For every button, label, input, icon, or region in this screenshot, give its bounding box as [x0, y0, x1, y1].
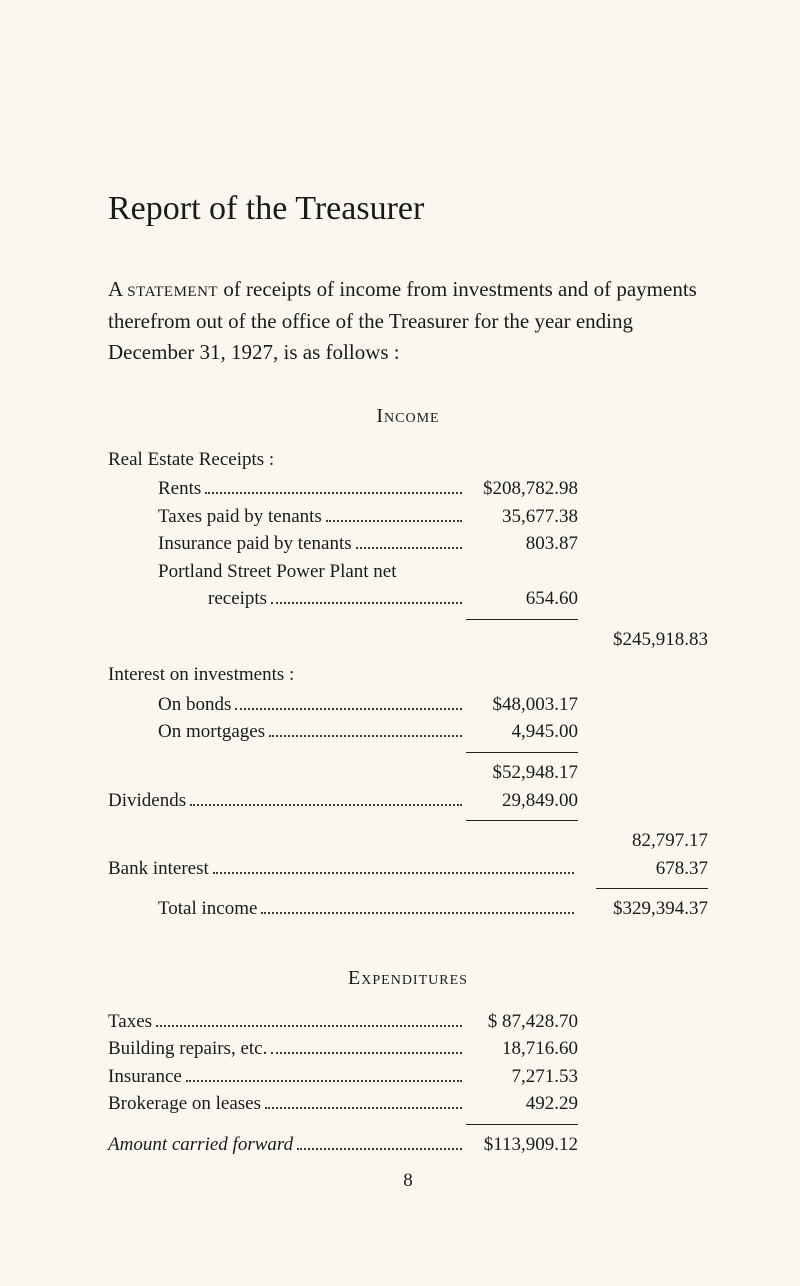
- rule-dividends-col1: [108, 814, 708, 827]
- leader-dots: [271, 588, 462, 604]
- intro-smallcaps: statement: [127, 277, 218, 301]
- line-dividends: Dividends 29,849.00: [108, 787, 708, 815]
- leader-dots: [261, 898, 574, 914]
- label-portland-receipts: receipts: [208, 585, 267, 613]
- label-carried-forward: Amount carried forward: [108, 1131, 293, 1159]
- value-bonds: $48,003.17: [466, 691, 578, 719]
- value-dividends: 29,849.00: [466, 787, 578, 815]
- value-insurance-tenants: 803.87: [466, 530, 578, 558]
- line-exp-insurance: Insurance 7,271.53: [108, 1063, 708, 1091]
- label-bonds: On bonds: [158, 691, 231, 719]
- value-total-income: $329,394.37: [578, 895, 708, 923]
- value-bank-interest: 678.37: [578, 855, 708, 883]
- subtotal-interest-div: 82,797.17: [108, 827, 708, 855]
- label-insurance-tenants: Insurance paid by tenants: [158, 530, 352, 558]
- value-exp-brokerage: 492.29: [466, 1090, 578, 1118]
- label-exp-repairs: Building repairs, etc.: [108, 1035, 267, 1063]
- income-statement: Real Estate Receipts : Rents $208,782.98…: [108, 446, 708, 923]
- rule-interest-col1: [108, 746, 708, 759]
- line-carried-forward: Amount carried forward $113,909.12: [108, 1131, 708, 1159]
- line-mortgages: On mortgages 4,945.00: [108, 718, 708, 746]
- leader-dots: [297, 1134, 462, 1150]
- label-rents: Rents: [158, 475, 201, 503]
- rule-exp: [108, 1118, 708, 1131]
- leader-dots: [205, 478, 462, 494]
- leader-dots: [271, 1038, 462, 1054]
- line-interest-subtotal: $52,948.17: [108, 759, 708, 787]
- real-estate-heading: Real Estate Receipts :: [108, 446, 708, 474]
- leader-dots: [265, 1093, 462, 1109]
- leader-dots: [156, 1010, 462, 1026]
- intro-paragraph: A statement of receipts of income from i…: [108, 274, 708, 369]
- line-portland-l2: receipts 654.60: [108, 585, 708, 613]
- label-exp-brokerage: Brokerage on leases: [108, 1090, 261, 1118]
- page-number: 8: [108, 1170, 708, 1192]
- page: Report of the Treasurer A statement of r…: [0, 0, 800, 1232]
- line-exp-repairs: Building repairs, etc. 18,716.60: [108, 1035, 708, 1063]
- line-total-income: Total income $329,394.37: [108, 895, 708, 923]
- interest-heading: Interest on investments :: [108, 661, 708, 689]
- leader-dots: [186, 1066, 462, 1082]
- line-exp-taxes: Taxes $ 87,428.70: [108, 1008, 708, 1036]
- value-real-estate-subtotal: $245,918.83: [578, 626, 708, 654]
- income-heading: Income: [108, 405, 708, 428]
- line-taxes-tenants: Taxes paid by tenants 35,677.38: [108, 503, 708, 531]
- value-interest-subtotal: $52,948.17: [466, 759, 578, 787]
- leader-dots: [269, 721, 462, 737]
- subtotal-real-estate: $245,918.83: [108, 626, 708, 654]
- label-mortgages: On mortgages: [158, 718, 265, 746]
- leader-dots: [190, 789, 462, 805]
- expenditures-heading: Expenditures: [108, 967, 708, 990]
- line-bank-interest: Bank interest 678.37: [108, 855, 708, 883]
- leader-dots: [326, 505, 462, 521]
- value-exp-taxes: $ 87,428.70: [466, 1008, 578, 1036]
- value-rents: $208,782.98: [466, 475, 578, 503]
- label-exp-insurance: Insurance: [108, 1063, 182, 1091]
- line-exp-brokerage: Brokerage on leases 492.29: [108, 1090, 708, 1118]
- page-title: Report of the Treasurer: [108, 190, 708, 228]
- line-insurance-tenants: Insurance paid by tenants 803.87: [108, 530, 708, 558]
- label-taxes-tenants: Taxes paid by tenants: [158, 503, 322, 531]
- value-exp-insurance: 7,271.53: [466, 1063, 578, 1091]
- label-exp-taxes: Taxes: [108, 1008, 152, 1036]
- leader-dots: [235, 694, 462, 710]
- value-portland: 654.60: [466, 585, 578, 613]
- expenditures-statement: Taxes $ 87,428.70 Building repairs, etc.…: [108, 1008, 708, 1159]
- leader-dots: [213, 857, 574, 873]
- line-rents: Rents $208,782.98: [108, 475, 708, 503]
- intro-pre: A: [108, 277, 127, 301]
- rule-real-estate-col1: [108, 613, 708, 626]
- label-total-income: Total income: [158, 895, 257, 923]
- line-bonds: On bonds $48,003.17: [108, 691, 708, 719]
- label-bank-interest: Bank interest: [108, 855, 209, 883]
- value-carried-forward: $113,909.12: [466, 1131, 578, 1159]
- line-portland-l1: Portland Street Power Plant net: [108, 558, 708, 586]
- value-interest-div-subtotal: 82,797.17: [578, 827, 708, 855]
- value-taxes-tenants: 35,677.38: [466, 503, 578, 531]
- value-mortgages: 4,945.00: [466, 718, 578, 746]
- leader-dots: [356, 533, 462, 549]
- value-exp-repairs: 18,716.60: [466, 1035, 578, 1063]
- rule-total-income: [108, 882, 708, 895]
- label-dividends: Dividends: [108, 787, 186, 815]
